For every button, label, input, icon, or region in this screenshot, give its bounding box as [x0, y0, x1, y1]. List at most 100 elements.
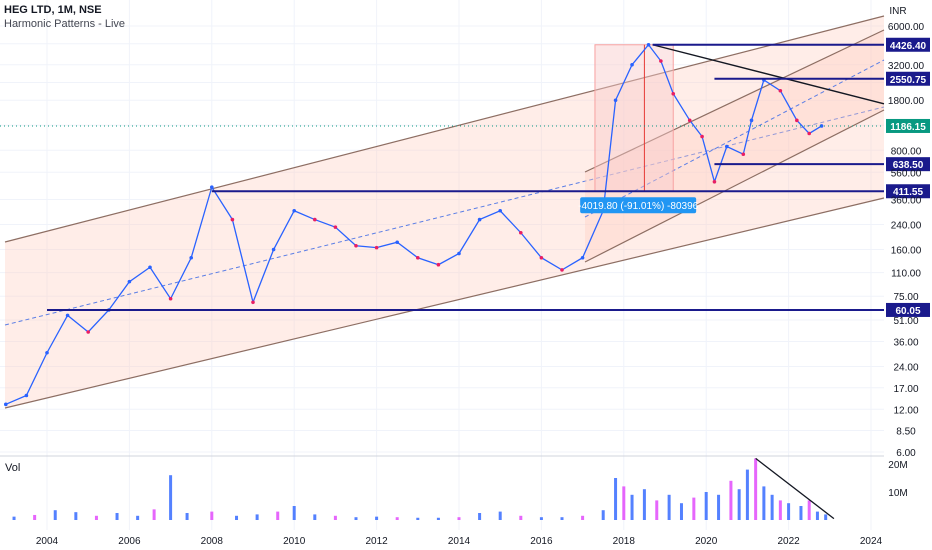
- price-point: [725, 144, 729, 149]
- price-point: [436, 262, 441, 267]
- price-tick: 24.00: [893, 363, 918, 374]
- price-tick: 6.00: [896, 448, 916, 459]
- level-label: 2550.75: [890, 75, 927, 86]
- price-tick: 8.50: [896, 427, 916, 438]
- volume-bar: [416, 517, 420, 520]
- price-point: [749, 118, 754, 123]
- volume-bar: [799, 506, 803, 520]
- level-label: 4426.40: [890, 41, 927, 52]
- price-tick: 3200.00: [888, 61, 925, 72]
- volume-bar: [560, 517, 564, 520]
- volume-bar: [12, 516, 16, 520]
- price-point: [292, 208, 297, 213]
- level-tag: [886, 37, 930, 52]
- price-point: [630, 62, 634, 67]
- price-point: [45, 350, 49, 355]
- price-point: [580, 255, 585, 260]
- volume-bar: [255, 514, 259, 520]
- price-point: [86, 330, 90, 334]
- volume-bar: [762, 486, 766, 520]
- volume-bar: [33, 514, 37, 520]
- volume-bar: [395, 517, 399, 520]
- price-tick: 240.00: [891, 221, 922, 232]
- measure-tag: [580, 197, 697, 214]
- volume-bar: [210, 511, 214, 520]
- volume-bar: [807, 500, 811, 520]
- volume-bar: [375, 516, 379, 520]
- volume-bar: [729, 480, 733, 520]
- volume-bar: [519, 515, 523, 520]
- price-point: [230, 217, 235, 222]
- volume-bar: [778, 500, 782, 520]
- inner-channel-upper: [584, 29, 885, 173]
- level-label: 60.05: [895, 306, 920, 317]
- level-label: 638.50: [893, 160, 924, 171]
- volume-bar: [136, 515, 140, 520]
- price-point: [519, 230, 523, 235]
- price-point: [24, 393, 29, 398]
- price-tick: 110.00: [891, 269, 921, 280]
- price-tick: 800.00: [891, 146, 922, 157]
- price-point: [687, 118, 692, 123]
- time-tick: 2020: [695, 536, 718, 547]
- volume-bar: [235, 515, 239, 520]
- price-point: [613, 98, 618, 103]
- volume-bar: [276, 511, 280, 520]
- volume-bar: [679, 503, 683, 520]
- price-point: [395, 240, 400, 245]
- volume-bar: [53, 510, 57, 520]
- downtrend-line: [652, 44, 885, 105]
- time-tick: 2010: [283, 536, 306, 547]
- price-tick: 12.00: [893, 405, 918, 416]
- time-tick: 2022: [777, 536, 800, 547]
- price-point: [127, 279, 132, 284]
- price-unit-label: INR: [889, 6, 906, 17]
- volume-tick: 20M: [888, 460, 907, 471]
- level-tag: [886, 157, 930, 172]
- volume-bar: [642, 489, 646, 520]
- level-tag: [886, 302, 930, 317]
- level-label: 411.55: [893, 187, 923, 198]
- volume-tick: 10M: [888, 488, 907, 499]
- volume-bar: [704, 492, 708, 520]
- price-point: [189, 255, 193, 260]
- volume-bar: [655, 500, 659, 520]
- volume-bar: [717, 494, 721, 520]
- price-point: [374, 245, 379, 250]
- level-tag: [886, 71, 930, 86]
- measure-label: -4019.80 (-91.01%) -80396: [578, 201, 699, 212]
- volume-bar: [354, 517, 358, 520]
- price-point: [416, 255, 420, 260]
- price-point: [498, 208, 503, 213]
- price-point: [313, 217, 317, 222]
- volume-bar: [614, 478, 618, 520]
- volume-bar: [745, 469, 749, 520]
- volume-bar: [667, 494, 671, 520]
- level-tag: [886, 184, 930, 199]
- price-tick: 560.00: [891, 168, 922, 179]
- price-point: [741, 152, 746, 157]
- time-tick: 2024: [860, 536, 883, 547]
- price-tick: 17.00: [893, 384, 918, 395]
- indicator-label: Harmonic Patterns - Live: [4, 18, 126, 30]
- price-tick: 160.00: [891, 246, 922, 257]
- price-point: [251, 300, 255, 305]
- volume-bar: [824, 514, 828, 520]
- volume-bar: [692, 497, 696, 520]
- price-point: [671, 91, 676, 96]
- price-point: [795, 118, 799, 123]
- volume-bar: [436, 517, 440, 520]
- price-point: [477, 217, 482, 222]
- volume-bar: [498, 511, 502, 520]
- channel-lower-line: [4, 197, 885, 409]
- volume-bar: [622, 486, 626, 520]
- price-point: [807, 131, 811, 136]
- price-point: [819, 124, 824, 128]
- price-point: [560, 268, 564, 272]
- price-point: [700, 134, 704, 139]
- price-tick: 51.00: [893, 316, 918, 327]
- volume-bar: [581, 515, 585, 520]
- volume-bar: [185, 513, 189, 520]
- time-tick: 2016: [530, 536, 553, 547]
